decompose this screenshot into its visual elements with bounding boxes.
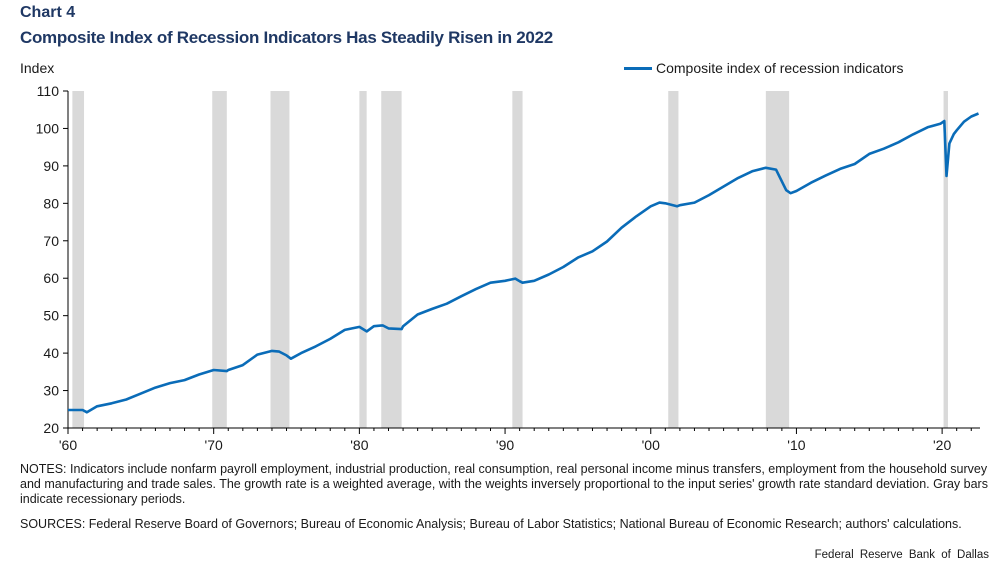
chart-credit: Federal Reserve Bank of Dallas bbox=[814, 549, 989, 561]
x-tick-label-2020: '20 bbox=[933, 437, 951, 453]
x-tick-label-1980: '80 bbox=[350, 437, 368, 453]
chart-number: Chart 4 bbox=[20, 4, 76, 21]
recession-bar-6 bbox=[668, 91, 679, 428]
y-tick-label-70: 70 bbox=[43, 233, 59, 249]
y-tick-label-80: 80 bbox=[43, 195, 59, 211]
series-line-0 bbox=[68, 112, 979, 414]
x-tick-label-2010: '10 bbox=[787, 437, 805, 453]
x-tick-label-1970: '70 bbox=[205, 437, 223, 453]
y-tick-label-20: 20 bbox=[43, 420, 59, 436]
x-tick-label-1990: '90 bbox=[496, 437, 514, 453]
recession-bar-7 bbox=[765, 91, 790, 428]
line-chart: 20 30 40 50 60 70 80 90 100 110 '60 '70 '80 '90 '00 '10… bbox=[36, 83, 980, 453]
recession-bar-2 bbox=[270, 91, 290, 428]
chart-notes: NOTES: Indicators include nonfarm payrol… bbox=[20, 462, 988, 506]
recession-bar-3 bbox=[359, 91, 367, 428]
y-tick-label-30: 30 bbox=[43, 383, 59, 399]
y-tick-label-110: 110 bbox=[37, 83, 60, 99]
chart-sources: SOURCES: Federal Reserve Board of Govern… bbox=[20, 517, 962, 531]
recession-bar-1 bbox=[212, 91, 227, 428]
legend: Composite index of recession indicators bbox=[624, 60, 903, 76]
y-tick-label-40: 40 bbox=[43, 345, 59, 361]
x-tick-label-2000: '00 bbox=[642, 437, 660, 453]
y-tick-label-60: 60 bbox=[43, 270, 59, 286]
recession-bar-0 bbox=[72, 91, 85, 428]
y-tick-label-90: 90 bbox=[43, 158, 59, 174]
recession-bar-8 bbox=[943, 91, 948, 428]
recession-bar-4 bbox=[381, 91, 402, 428]
recession-bar-5 bbox=[512, 91, 523, 428]
y-tick-label-100: 100 bbox=[36, 120, 60, 136]
legend-label: Composite index of recession indicators bbox=[656, 60, 904, 76]
y-axis-unit-label: Index bbox=[20, 60, 55, 76]
x-tick-label-1960: '60 bbox=[59, 437, 77, 453]
chart-title: Composite Index of Recession Indicators … bbox=[20, 28, 553, 47]
y-tick-label-50: 50 bbox=[43, 308, 59, 324]
legend-line-swatch bbox=[624, 66, 652, 70]
